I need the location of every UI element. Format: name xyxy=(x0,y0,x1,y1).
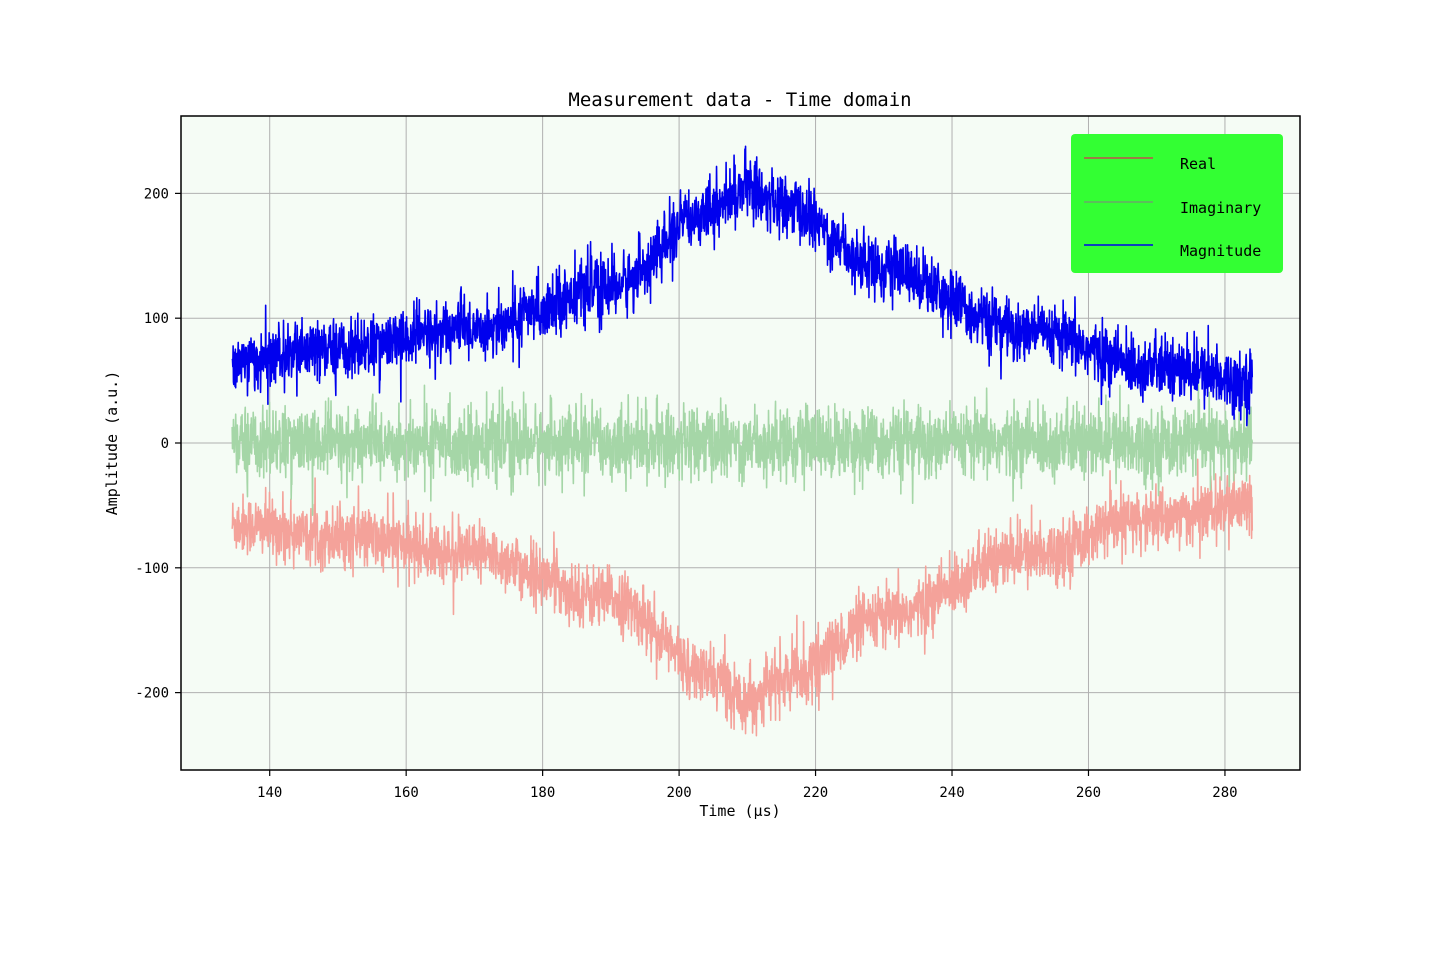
x-axis-label: Time (µs) xyxy=(699,802,780,820)
x-axis: 140 160 180 200 220 240 260 280 xyxy=(257,770,1238,801)
x-tick-label: 200 xyxy=(666,785,691,801)
y-tick-label: 200 xyxy=(144,186,169,202)
y-tick-label: -100 xyxy=(135,561,169,577)
y-axis-label: Amplitude (a.u.) xyxy=(103,371,121,516)
series-layer xyxy=(231,145,1254,737)
x-tick-label: 240 xyxy=(939,785,964,801)
x-tick-label: 180 xyxy=(530,785,555,801)
series-line-imaginary xyxy=(231,375,1254,516)
y-tick-label: 100 xyxy=(144,311,169,327)
legend-label-imaginary: Imaginary xyxy=(1180,199,1261,217)
series-line-real xyxy=(231,458,1254,737)
legend-label-magnitude: Magnitude xyxy=(1180,242,1261,260)
x-tick-label: 280 xyxy=(1212,785,1237,801)
x-tick-label: 220 xyxy=(803,785,828,801)
legend: Real Imaginary Magnitude xyxy=(1071,134,1283,273)
x-tick-label: 140 xyxy=(257,785,282,801)
chart-title: Measurement data - Time domain xyxy=(568,89,911,111)
series-line-magnitude xyxy=(231,145,1254,427)
x-tick-label: 260 xyxy=(1076,785,1101,801)
x-tick-label: 160 xyxy=(394,785,419,801)
y-tick-label: 0 xyxy=(161,436,169,452)
y-tick-label: -200 xyxy=(135,686,169,702)
legend-box xyxy=(1071,134,1283,273)
y-axis: -200 -100 0 100 200 xyxy=(135,186,181,702)
legend-label-real: Real xyxy=(1180,155,1216,173)
